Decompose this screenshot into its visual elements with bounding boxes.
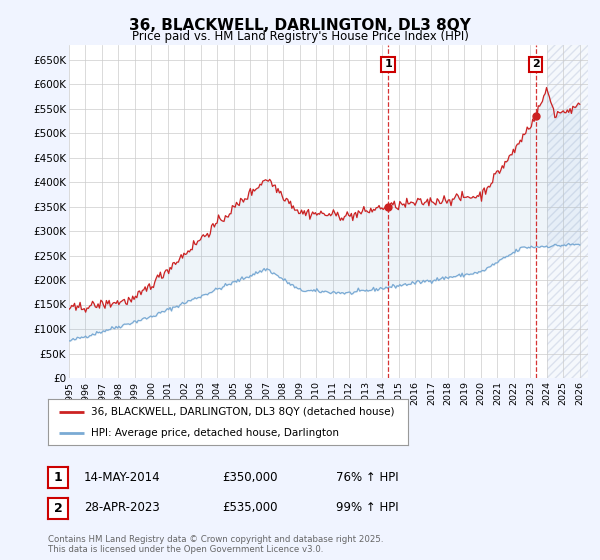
Text: £350,000: £350,000 (222, 470, 277, 484)
Text: Price paid vs. HM Land Registry's House Price Index (HPI): Price paid vs. HM Land Registry's House … (131, 30, 469, 43)
Text: 1: 1 (384, 59, 392, 69)
Text: 99% ↑ HPI: 99% ↑ HPI (336, 501, 398, 515)
Text: 1: 1 (54, 471, 62, 484)
Text: 2: 2 (532, 59, 539, 69)
Text: 36, BLACKWELL, DARLINGTON, DL3 8QY (detached house): 36, BLACKWELL, DARLINGTON, DL3 8QY (deta… (91, 407, 395, 417)
Text: Contains HM Land Registry data © Crown copyright and database right 2025.
This d: Contains HM Land Registry data © Crown c… (48, 535, 383, 554)
Text: £535,000: £535,000 (222, 501, 277, 515)
Text: 36, BLACKWELL, DARLINGTON, DL3 8QY: 36, BLACKWELL, DARLINGTON, DL3 8QY (129, 18, 471, 33)
Text: 14-MAY-2014: 14-MAY-2014 (84, 470, 161, 484)
Text: HPI: Average price, detached house, Darlington: HPI: Average price, detached house, Darl… (91, 428, 339, 438)
Text: 28-APR-2023: 28-APR-2023 (84, 501, 160, 515)
Text: 2: 2 (54, 502, 62, 515)
Text: 76% ↑ HPI: 76% ↑ HPI (336, 470, 398, 484)
